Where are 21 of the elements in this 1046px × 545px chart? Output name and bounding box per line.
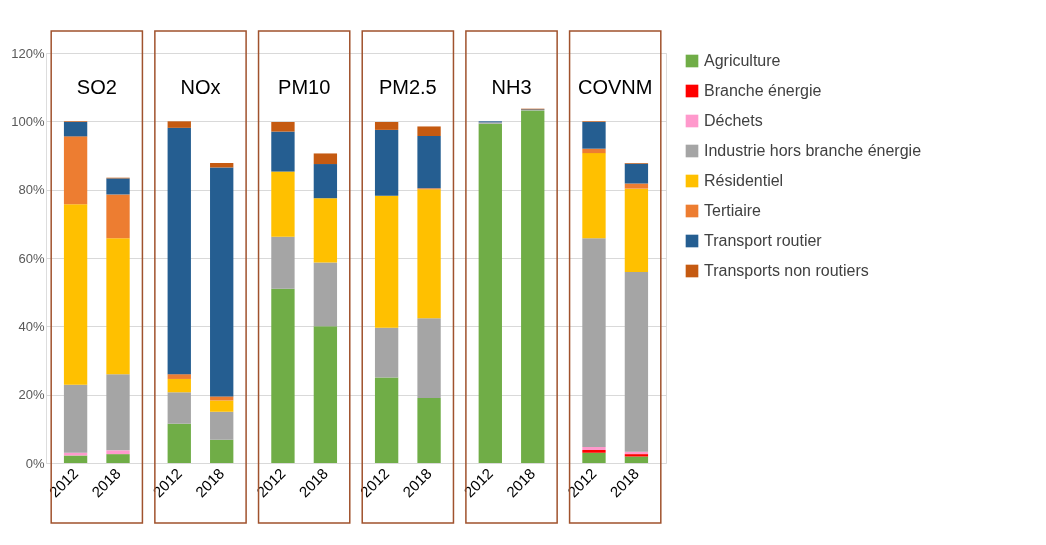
legend-label: Tertiaire bbox=[704, 202, 762, 219]
legend-label: Agriculture bbox=[704, 52, 781, 69]
y-tick-label: 100% bbox=[11, 113, 45, 129]
y-tick-label: 120% bbox=[11, 45, 45, 61]
legend-label: Résidentiel bbox=[704, 172, 784, 189]
legend-label: Déchets bbox=[704, 112, 763, 129]
y-tick-label: 20% bbox=[18, 387, 45, 403]
annotation: PM2.5 bbox=[378, 76, 437, 98]
y-tick-label: 0% bbox=[25, 455, 45, 471]
y-tick-label: 40% bbox=[18, 318, 45, 334]
y-tick-label: 60% bbox=[18, 250, 45, 266]
annotation: NH3 bbox=[491, 76, 532, 98]
legend-label: Industrie hors branche énergie bbox=[704, 142, 922, 159]
legend-label: Transport routier bbox=[704, 232, 823, 249]
y-tick-label: 80% bbox=[18, 182, 45, 198]
annotation: PM10 bbox=[278, 76, 331, 98]
legend-label: Branche énergie bbox=[704, 82, 822, 99]
annotation: COVNM bbox=[577, 76, 653, 98]
annotation: NOx bbox=[180, 76, 221, 98]
legend-label: Transports non routiers bbox=[704, 262, 869, 279]
annotation: SO2 bbox=[76, 76, 117, 98]
